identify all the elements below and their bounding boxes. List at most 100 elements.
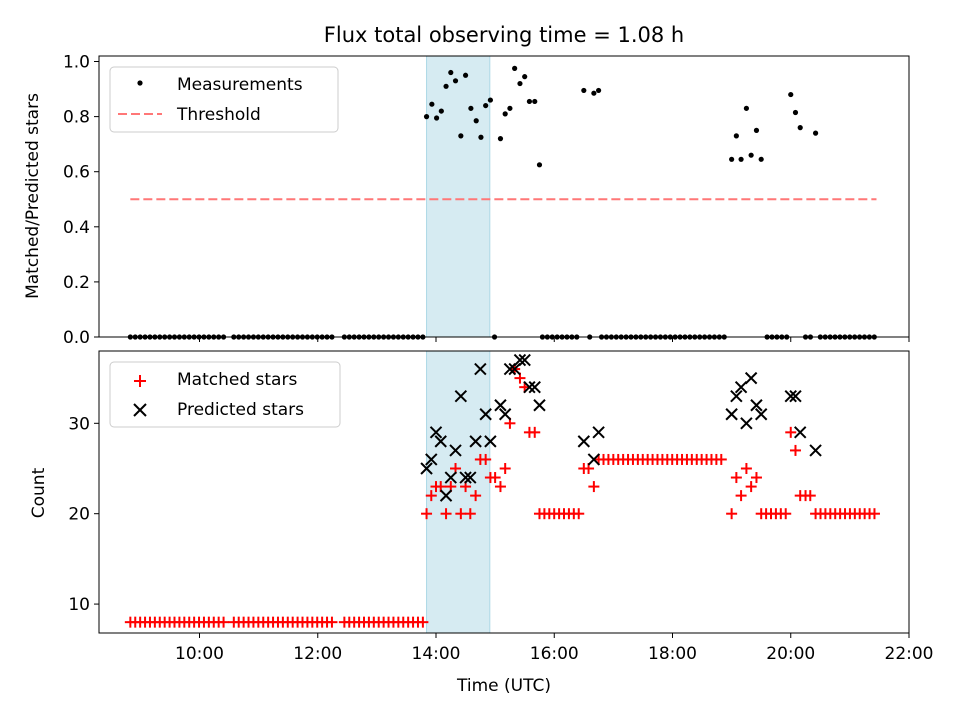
matched-star-point [470,490,482,502]
matched-star-point [529,426,541,438]
predicted-star-point [750,399,763,412]
top-panel: Flux total observing time = 1.08 h 0.0 0.… [23,23,910,348]
measurement-point [507,105,513,111]
matched-star-point [494,481,506,493]
predicted-star-point [789,389,802,403]
x-tick-label: 16:00 [530,644,579,664]
measurement-point [532,98,538,105]
legend-matched-label: Matched stars [177,370,297,390]
measurement-point [433,115,440,121]
bottom-y-axis: 10 20 30 [68,414,99,615]
matched-star-point [715,453,727,465]
predicted-star-point [508,362,521,376]
x-axis-label: Time (UTC) [456,676,551,696]
chart-title: Flux total observing time = 1.08 h [324,23,684,47]
predicted-star-point [734,380,748,394]
measurement-point [458,133,464,139]
predicted-star-point [528,380,541,394]
y-tick-label: 1.0 [63,53,90,73]
y-tick-label: 0.4 [63,218,90,238]
matched-star-point [573,508,585,520]
matched-star-point [780,508,792,520]
predicted-star-point [439,489,453,502]
x-tick-label: 12:00 [293,644,342,664]
matched-star-point [750,472,762,484]
predicted-star-point [503,362,517,376]
matched-star-point [740,463,752,474]
predicted-star-point [730,389,743,403]
legend-predicted-label: Predicted stars [177,400,304,420]
measurement-point [758,156,764,162]
measurement-point [729,156,735,162]
matched-star-point [868,508,880,520]
bottom-y-axis-label: Count [29,467,49,518]
predicted-star-point [518,353,531,367]
matched-star-point [440,508,452,520]
predicted-star-point [744,371,758,385]
predicted-star-point [420,462,433,475]
matched-star-point [326,616,338,628]
measurement-point [452,78,459,84]
predicted-star-point [469,435,482,448]
predicted-star-point [479,408,492,421]
legend-measurements-marker [137,80,143,86]
legend-matched-marker [134,375,146,387]
measurement-point [473,118,479,124]
measurement-point [502,111,508,117]
top-y-axis-label: Matched/Predicted stars [23,93,43,299]
matched-star-point [735,490,747,502]
measurement-point [733,133,739,139]
predicted-star-point [484,435,497,448]
matched-star-point [785,426,797,438]
predicted-star-point [592,426,605,439]
matched-star-point [489,472,501,484]
predicted-star-point [474,362,487,376]
bottom-x-axis: 10:00 12:00 14:00 16:00 18:00 20:00 22:00 [175,633,934,664]
y-tick-label: 0.2 [63,273,90,293]
measurement-point [512,65,518,71]
top-legend: Measurements Threshold [109,66,339,133]
measurement-point [797,125,803,131]
matched-star-point [745,481,757,493]
measurement-point [792,109,799,116]
predicted-star-point [725,408,738,421]
y-tick-label: 20 [68,505,90,525]
matched-star-point [480,453,492,465]
y-tick-label: 0.0 [63,328,90,348]
matched-star-point [417,616,429,628]
measurement-point [536,162,543,168]
measurement-point [517,80,523,87]
measurement-point [478,134,484,140]
top-axes-frame [98,55,910,338]
measurement-point [483,102,489,109]
measurement-point [526,98,533,105]
top-legend-box [109,66,339,133]
predicted-star-point [513,353,527,367]
top-highlight-span [426,55,491,338]
matched-star-point [730,472,742,484]
top-y-axis: 0.0 0.2 0.4 0.6 0.8 1.0 [63,53,99,348]
y-tick-label: 0.8 [63,108,90,128]
measurement-point [812,130,819,136]
predicted-star-point [740,417,753,430]
measurement-point [743,105,750,111]
measurement-point [753,127,760,133]
x-tick-label: 10:00 [175,644,224,664]
top-x-axis [199,337,910,342]
bottom-legend: Matched stars Predicted stars [109,361,341,428]
measurement-point [423,114,430,120]
x-tick-label: 14:00 [412,644,461,664]
matched-star-point [499,463,511,474]
predicted-star-point [523,380,536,394]
predicted-star-point [587,453,601,466]
x-tick-label: 18:00 [648,644,697,664]
predicted-star-point [809,444,822,457]
matched-star-point [464,508,476,520]
matched-star-point [588,481,600,493]
measurement-point [748,152,754,158]
matched-star-point [218,616,230,628]
predicted-star-point [464,471,477,484]
matched-star-point [804,490,816,502]
measurement-point [788,91,794,98]
